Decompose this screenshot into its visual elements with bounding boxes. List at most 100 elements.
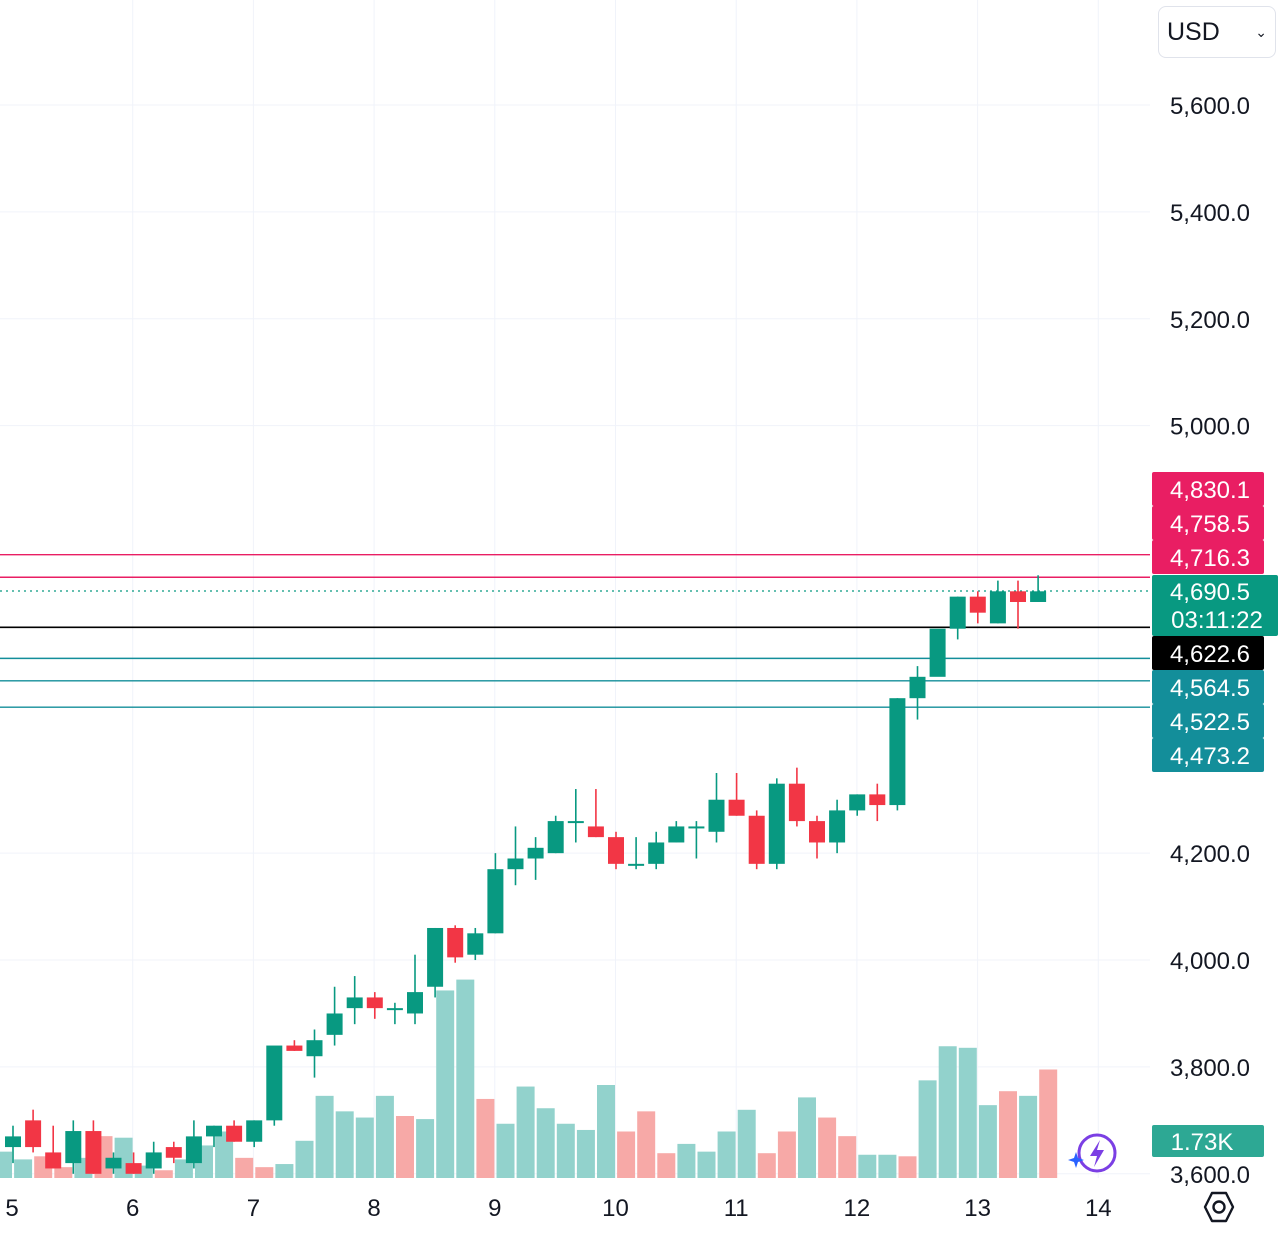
level-label: 4,522.5 xyxy=(1170,709,1250,736)
time-tick-label: 14 xyxy=(1085,1195,1112,1222)
price-level-labels: 4,830.1 4,758.5 4,716.3 4,622.6 4,564.5 4,522… xyxy=(1152,472,1278,1157)
volume-bar xyxy=(235,1157,254,1178)
volume-bar xyxy=(657,1153,676,1178)
level-label-bg xyxy=(1152,472,1264,506)
price-axis: 5,600.0 5,400.0 5,200.0 5,000.0 4,200.0 4,000… xyxy=(1170,93,1250,1189)
candle-body xyxy=(286,1045,303,1051)
lightning-icon xyxy=(1068,1133,1117,1173)
level-label: 4,473.2 xyxy=(1170,743,1250,770)
current-price-label: 4,690.5 xyxy=(1170,579,1250,606)
volume-bar xyxy=(396,1116,414,1178)
candle-body xyxy=(869,794,886,806)
price-tick-label: 4,200.0 xyxy=(1170,841,1250,868)
volume-bar xyxy=(999,1091,1017,1178)
candle-body xyxy=(849,794,866,811)
time-tick-label: 13 xyxy=(964,1195,991,1222)
candle-body xyxy=(889,698,906,806)
volume-bar xyxy=(536,1108,555,1178)
candle-body xyxy=(326,1013,343,1035)
assistant-button[interactable] xyxy=(1066,1130,1122,1178)
candle-body xyxy=(608,837,624,864)
volume-bar xyxy=(174,1159,193,1178)
level-label-bg xyxy=(1152,670,1264,704)
volume-bar xyxy=(617,1131,636,1178)
price-tick-label: 3,600.0 xyxy=(1170,1162,1250,1189)
candle-body xyxy=(809,821,825,843)
volume-bar xyxy=(154,1170,173,1178)
volume-bar xyxy=(255,1167,274,1178)
volume-bar xyxy=(717,1131,736,1178)
candle-body xyxy=(748,815,765,864)
chart-grid xyxy=(0,0,1150,1178)
volume-bar xyxy=(838,1136,857,1178)
currency-select[interactable]: USD ⌄ xyxy=(1158,6,1276,58)
volume-bar xyxy=(215,1131,234,1178)
volume-bar xyxy=(315,1095,334,1178)
level-label-bg xyxy=(1152,738,1264,772)
time-tick-label: 10 xyxy=(602,1195,629,1222)
candle-body xyxy=(246,1120,263,1142)
candle-body xyxy=(969,596,986,613)
price-tick-label: 5,400.0 xyxy=(1170,200,1250,227)
volume-bar xyxy=(476,1098,495,1178)
candle-body xyxy=(688,826,705,829)
volume-bar xyxy=(777,1131,796,1178)
level-label: 4,564.5 xyxy=(1170,675,1250,702)
candle-body xyxy=(145,1152,162,1169)
volume-bar xyxy=(355,1117,374,1178)
candle-body xyxy=(407,992,423,1014)
volume-bar xyxy=(898,1156,917,1178)
candle-body xyxy=(306,1040,323,1057)
candle-body xyxy=(346,997,363,1009)
candle-body xyxy=(447,927,464,958)
volume-bar xyxy=(436,990,455,1178)
volume-bar xyxy=(858,1154,877,1178)
candle-body xyxy=(185,1136,202,1164)
volume-bar xyxy=(335,1111,354,1178)
time-tick-label: 5 xyxy=(5,1195,18,1222)
candle-body xyxy=(567,821,584,824)
chart-settings-button[interactable] xyxy=(1198,1186,1240,1228)
volume-bar xyxy=(556,1123,575,1178)
volume-bar xyxy=(516,1086,535,1178)
candlesticks xyxy=(5,575,1047,1174)
candle-body xyxy=(85,1131,102,1174)
candle-body xyxy=(105,1157,122,1169)
volume-bar xyxy=(978,1105,997,1178)
volume-bar xyxy=(1019,1095,1038,1178)
time-tick-label: 9 xyxy=(488,1195,501,1222)
candle-body xyxy=(266,1045,283,1121)
candle-body xyxy=(1010,591,1026,602)
time-tick-label: 12 xyxy=(844,1195,871,1222)
volume-bar xyxy=(737,1109,756,1178)
level-label: 4,622.6 xyxy=(1170,641,1250,668)
volume-bar xyxy=(697,1151,716,1178)
volume-bar xyxy=(576,1129,595,1178)
volume-bar xyxy=(1039,1069,1058,1178)
level-label-bg xyxy=(1152,636,1264,670)
time-tick-label: 8 xyxy=(367,1195,380,1222)
candle-body xyxy=(65,1131,82,1164)
candle-body xyxy=(989,591,1006,624)
volume-tag xyxy=(1152,1125,1264,1157)
candle-body xyxy=(1030,591,1047,602)
candle-body xyxy=(427,927,444,987)
volume-label: 1.73K xyxy=(1171,1129,1234,1156)
volume-bar xyxy=(938,1046,957,1178)
candle-body xyxy=(829,810,846,843)
time-tick-label: 11 xyxy=(724,1195,749,1222)
volume-bar xyxy=(275,1164,294,1178)
candle-body xyxy=(668,826,685,843)
candle-body xyxy=(949,596,966,629)
volume-bar xyxy=(14,1159,33,1178)
volume-bar xyxy=(677,1143,696,1178)
time-tick-label: 7 xyxy=(247,1195,260,1222)
candle-body xyxy=(587,826,604,838)
chevron-down-icon: ⌄ xyxy=(1255,23,1267,40)
price-tick-label: 3,800.0 xyxy=(1170,1055,1250,1082)
volume-bar xyxy=(375,1095,394,1178)
candle-body xyxy=(929,628,946,677)
volume-bar xyxy=(416,1119,435,1178)
candle-body xyxy=(125,1163,142,1174)
